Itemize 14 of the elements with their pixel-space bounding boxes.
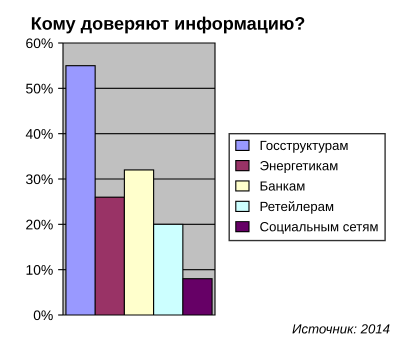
y-tick-label: 60% <box>26 38 53 48</box>
legend-label: Госструктурам <box>260 140 348 153</box>
text: Источник: 2014 <box>292 324 390 334</box>
chart-title: Кому доверяют информацию? <box>32 16 304 34</box>
legend-label: Ретейлерам <box>260 201 334 214</box>
y-tick-label: 0% <box>34 310 53 320</box>
legend-label: Банкам <box>260 181 304 191</box>
y-tick-label: 30% <box>26 174 53 184</box>
y-tick-label: 40% <box>26 129 53 139</box>
y-tick-label: 10% <box>26 265 53 275</box>
legend-label: Энергетикам <box>260 161 338 173</box>
y-tick-label: 20% <box>26 220 53 230</box>
legend-label: Социальным сетям <box>260 222 378 234</box>
y-tick-label: 50% <box>26 84 53 94</box>
